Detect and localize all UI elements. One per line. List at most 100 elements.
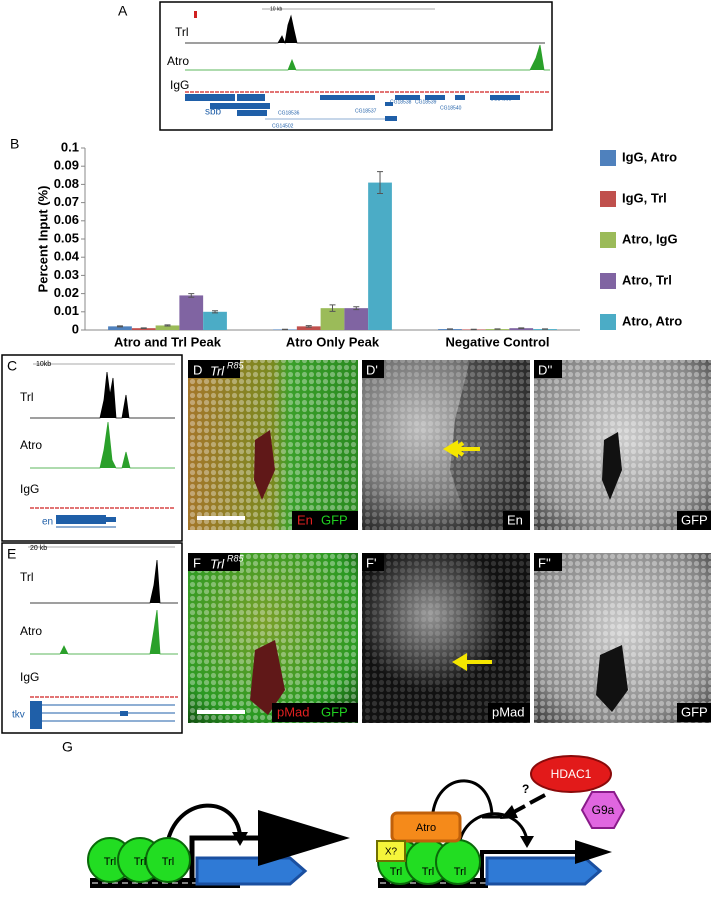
panel-label: F' <box>366 555 376 570</box>
micrograph-texture <box>362 553 530 723</box>
scale-label: 10kb <box>36 361 51 368</box>
scale-label: 20 kb <box>30 545 47 552</box>
arrowhead <box>232 832 248 846</box>
bar <box>108 326 132 330</box>
error-bar <box>377 171 384 194</box>
label-box <box>534 553 562 571</box>
legend-swatch <box>600 191 616 207</box>
gene-model <box>30 701 175 729</box>
track-label: Trl <box>20 390 34 404</box>
dashed-arrow <box>511 793 546 815</box>
atro <box>390 811 462 843</box>
gene-box <box>195 856 308 886</box>
gene-label: CG18536 <box>278 110 300 116</box>
panel-label: D <box>193 362 202 377</box>
y-tick-label: 0.04 <box>54 249 80 264</box>
label-box <box>677 703 711 722</box>
track <box>30 609 178 655</box>
arrowhead <box>258 810 350 866</box>
track-label: IgG <box>20 482 39 496</box>
unknown-factor <box>376 840 406 862</box>
stain-label: GFP <box>321 704 348 719</box>
stain-label: GFP <box>681 704 708 719</box>
g9a-label: G9a <box>592 803 615 817</box>
protein-label: Trl <box>162 856 174 868</box>
legend-label: Atro, IgG <box>622 231 678 246</box>
error-bar <box>353 306 360 311</box>
legend-swatch <box>600 150 616 166</box>
stain-label: GFP <box>321 512 348 527</box>
stain-label: En <box>507 512 523 527</box>
y-tick-label: 0 <box>72 321 79 336</box>
gene-box <box>485 856 603 886</box>
arrowhead <box>452 653 467 671</box>
legend-label: Atro, Atro <box>622 313 682 328</box>
protein-label: Trl <box>390 866 402 878</box>
unknown-label: X? <box>385 847 398 858</box>
legend-swatch <box>600 273 616 289</box>
stain-label: GFP <box>681 512 708 527</box>
gene-label: CG18539 <box>415 99 437 105</box>
error-bar <box>140 327 147 330</box>
label-box <box>188 553 240 571</box>
legend-label: IgG, Atro <box>622 149 677 164</box>
activation-arrow <box>166 803 242 841</box>
y-tick-label: 0.03 <box>54 267 79 282</box>
genotype: Trl <box>210 363 225 378</box>
panel-label: G <box>62 739 73 755</box>
error-bar <box>212 310 219 314</box>
allele: R85 <box>227 553 245 563</box>
micrograph-texture <box>188 360 358 530</box>
legend-swatch <box>600 232 616 248</box>
arrowhead <box>575 840 612 864</box>
gene-label: en <box>42 517 53 528</box>
repression-line <box>431 779 494 816</box>
x-tick-label: Atro Only Peak <box>286 334 380 349</box>
bar <box>509 328 534 330</box>
track <box>30 559 178 604</box>
track <box>30 371 175 419</box>
bar <box>131 328 156 330</box>
panel-label: D' <box>366 362 378 377</box>
clone <box>250 640 285 715</box>
protein-label: Trl <box>104 856 116 868</box>
hdac1-label: HDAC1 <box>551 767 592 781</box>
label-box <box>677 511 711 530</box>
panel-label: C <box>7 358 17 374</box>
legend-label: IgG, Trl <box>622 190 667 205</box>
panel-frame <box>1 354 183 542</box>
protein <box>145 837 191 883</box>
bar-chart: 0 0.01 0.02 0.03 0.04 0.05 0.06 0.07 0.08 0.09 0.1… <box>35 139 682 349</box>
x-tick-label: Negative Control <box>445 334 549 349</box>
track-label: IgG <box>20 670 39 684</box>
micrograph-texture <box>362 360 530 530</box>
bar <box>368 182 392 330</box>
gene-label: tkv <box>12 710 25 721</box>
protein-label: Trl <box>454 866 466 878</box>
y-tick-label: 0.07 <box>54 194 79 209</box>
gene-label: CG14502 <box>272 123 294 129</box>
stain-label: pMad <box>277 704 310 719</box>
gene-label: CG18538 <box>390 99 412 105</box>
clone <box>254 430 275 500</box>
y-tick-label: 0.05 <box>54 230 79 245</box>
bar <box>155 325 180 330</box>
label-box <box>188 360 240 378</box>
error-bar <box>329 304 336 312</box>
y-tick-label: 0.01 <box>54 303 79 318</box>
gene-label: CG14505 <box>490 96 512 102</box>
y-tick-label: 0.08 <box>54 176 79 191</box>
error-bar <box>305 325 312 328</box>
stain-label: pMad <box>492 704 525 719</box>
gene-model <box>56 515 116 528</box>
y-tick-label: 0.06 <box>54 212 79 227</box>
y-tick-label: 0.02 <box>54 285 79 300</box>
panel-frame <box>1 542 183 734</box>
error-bar <box>518 327 525 330</box>
clone <box>602 432 622 500</box>
bar <box>344 308 369 330</box>
clone <box>596 645 628 712</box>
y-tick-label: 0.09 <box>54 158 79 173</box>
arrowhead <box>500 805 518 819</box>
bar <box>296 326 321 330</box>
